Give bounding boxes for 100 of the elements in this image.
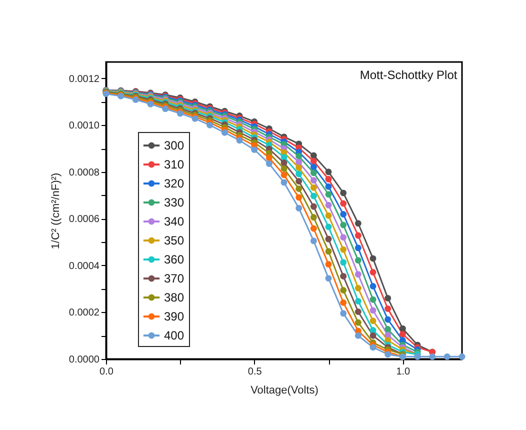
point [310,152,317,159]
point [280,165,288,172]
point [325,191,332,198]
point [310,214,317,221]
text: Mott-Schottky Plot [360,68,458,82]
point [340,200,347,207]
point [370,327,376,334]
point [370,296,376,303]
y-tick-label: 0.0010 [68,120,100,132]
x-tick-label: 0.0 [100,366,114,378]
point [340,287,347,294]
legend-label: 400 [164,328,184,342]
point [310,192,317,200]
point [370,332,376,339]
point [310,177,317,184]
point [310,184,317,191]
point [354,271,362,278]
point [444,353,450,360]
point [296,194,302,201]
y-tick-label: 0.0008 [68,167,100,178]
legend-label: 320 [164,176,184,190]
x-tick-label: 1.0 [396,366,411,378]
point [370,283,376,290]
point [384,316,392,323]
point [399,330,406,338]
point [340,234,347,241]
point [325,248,332,255]
point [266,160,272,167]
x-tick-label: 0.5 [248,366,262,378]
point [325,275,332,282]
point [354,319,362,326]
point [206,122,214,128]
point [310,203,317,210]
point [325,224,332,230]
point [296,164,302,171]
point [340,259,347,266]
point [221,129,228,136]
point [296,178,302,184]
point [340,299,347,306]
point [458,353,466,360]
point [325,261,332,268]
point [296,186,302,192]
point [384,305,392,312]
legend-label: 390 [164,310,184,324]
y-tick-label: 0.0006 [68,214,100,226]
legend-label: 380 [164,290,184,304]
point [370,269,376,276]
point [251,146,258,153]
legend-label: 310 [164,158,184,172]
point [325,212,332,219]
point [325,202,332,208]
point [354,257,362,264]
point [354,244,362,252]
point [384,351,392,358]
point [384,326,392,333]
point [325,168,332,176]
point [325,176,332,182]
point [266,154,272,162]
point [296,204,302,212]
y-tick-label: 0.0004 [68,260,100,272]
point [310,238,317,244]
point [236,137,243,144]
y-tick-label: 0.0000 [68,354,100,366]
legend-label: 370 [164,272,184,286]
point [310,170,317,176]
legend-label: 350 [164,234,184,248]
point [310,158,317,164]
point [296,170,302,178]
legend-label: 340 [164,214,184,228]
point [340,190,347,196]
point [280,160,288,166]
point [370,344,376,351]
legend-label: 300 [164,138,184,152]
point [354,308,362,315]
point [340,222,347,228]
point [325,236,332,242]
legend-label: 360 [164,252,184,266]
y-tick-label: 0.0002 [68,308,100,319]
point [354,298,362,304]
point [325,183,332,190]
point [296,153,302,160]
point [310,225,317,232]
point [354,332,362,339]
point [296,158,302,166]
point [354,232,362,239]
point [429,353,436,360]
point [280,179,288,186]
point [340,246,347,253]
legend-label: 330 [164,196,184,210]
point [370,318,376,324]
y-tick-label: 0.0012 [68,74,100,85]
point [280,154,288,160]
point [280,172,288,178]
point [340,310,347,317]
point [340,272,347,280]
x-axis-title: Voltage(Volts) [250,384,318,396]
point [399,325,406,332]
point [340,211,347,218]
point [354,220,362,227]
point [310,164,317,170]
